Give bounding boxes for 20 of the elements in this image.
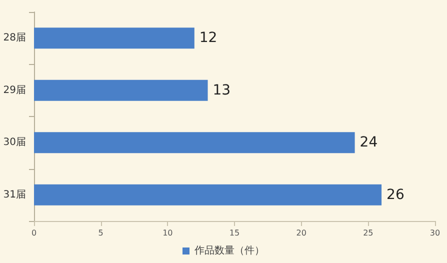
legend-label: 作品数量（件） xyxy=(194,246,264,256)
x-tick-label: 30 xyxy=(430,228,440,238)
y-tick-label: 28届 xyxy=(3,32,26,44)
data-label: 26 xyxy=(386,186,404,203)
x-tick-label: 15 xyxy=(229,228,240,238)
bar xyxy=(34,132,355,154)
x-tick-label: 10 xyxy=(162,228,173,238)
bar xyxy=(34,28,194,49)
y-tick-label: 30届 xyxy=(3,137,26,148)
x-tick-label: 20 xyxy=(296,228,306,238)
x-tick-label: 5 xyxy=(98,228,104,238)
x-tick-label: 0 xyxy=(31,228,37,238)
data-label: 13 xyxy=(212,82,231,98)
x-tick-label: 25 xyxy=(363,228,374,238)
data-label: 24 xyxy=(360,134,378,151)
bar xyxy=(34,184,382,206)
bar xyxy=(34,80,208,101)
y-tick-label: 29届 xyxy=(3,84,26,96)
data-label: 12 xyxy=(199,30,218,46)
y-tick-label: 31届 xyxy=(3,189,26,200)
